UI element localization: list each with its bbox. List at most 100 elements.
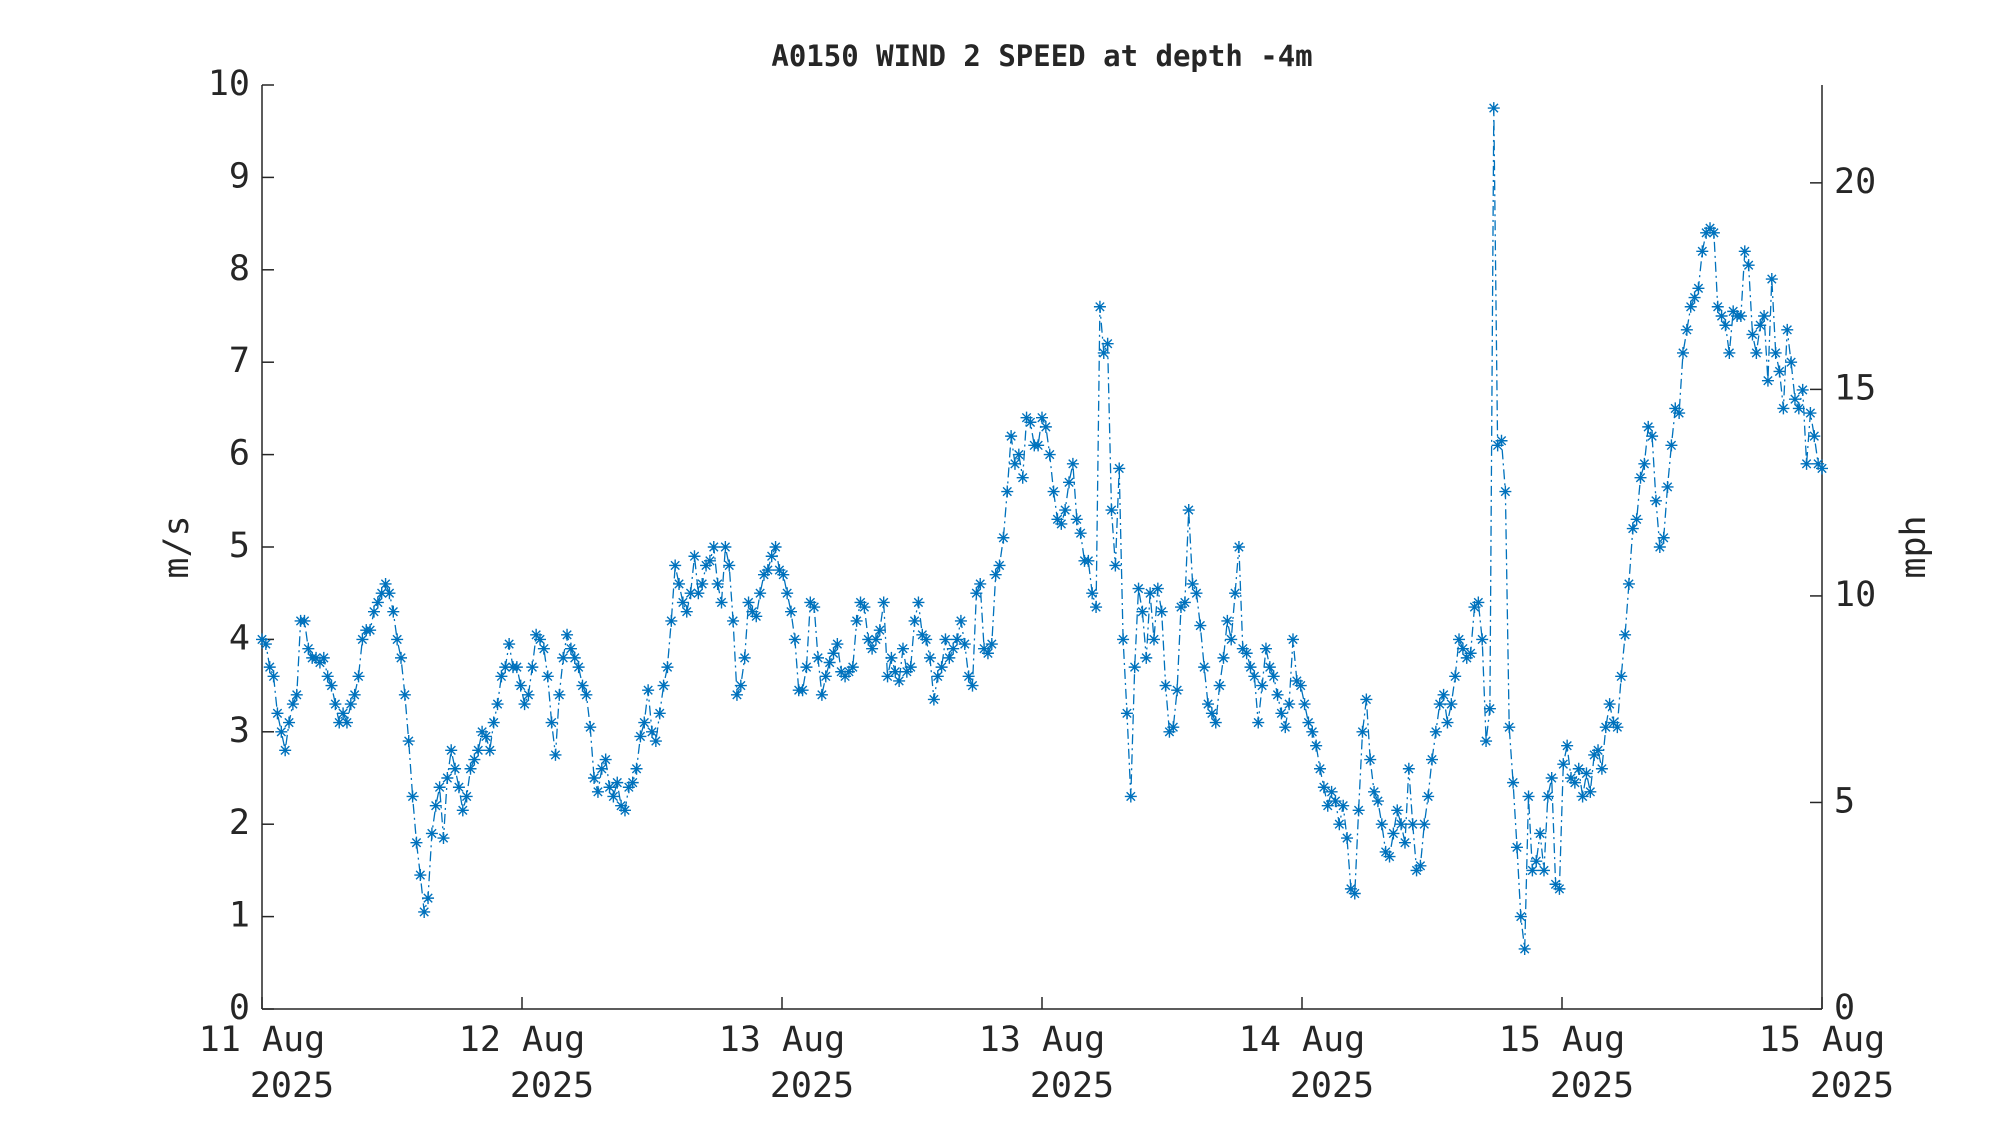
marker xyxy=(406,790,419,803)
marker xyxy=(267,670,280,683)
marker xyxy=(1198,661,1211,674)
marker xyxy=(1097,346,1110,359)
marker xyxy=(1032,439,1045,452)
marker xyxy=(456,804,469,817)
marker xyxy=(893,674,906,687)
marker xyxy=(1649,494,1662,507)
marker xyxy=(1738,245,1751,258)
marker xyxy=(599,753,612,766)
marker xyxy=(707,541,720,553)
marker xyxy=(912,596,925,609)
marker xyxy=(1607,716,1620,729)
x-tick-label: 12 Aug xyxy=(459,1020,585,1060)
marker xyxy=(352,670,365,683)
marker xyxy=(1557,758,1570,771)
marker xyxy=(1445,698,1458,711)
x-tick-label: 15 Aug xyxy=(1499,1020,1625,1060)
marker xyxy=(1008,457,1021,470)
marker xyxy=(1055,517,1068,530)
marker xyxy=(1039,420,1052,433)
marker xyxy=(1653,541,1666,553)
marker xyxy=(858,601,871,614)
y2-tick-label: 20 xyxy=(1834,162,1876,202)
marker xyxy=(364,624,377,637)
marker xyxy=(812,651,825,664)
marker xyxy=(1599,721,1612,734)
marker xyxy=(1136,605,1149,618)
marker xyxy=(773,564,786,577)
marker xyxy=(1063,476,1076,489)
marker xyxy=(1491,439,1504,452)
marker xyxy=(1155,605,1168,618)
marker xyxy=(1692,282,1705,295)
marker xyxy=(839,670,852,683)
marker xyxy=(333,716,346,729)
marker xyxy=(1510,841,1523,854)
marker xyxy=(371,596,384,609)
marker xyxy=(738,651,751,664)
marker xyxy=(321,670,334,683)
marker xyxy=(734,679,747,692)
marker xyxy=(1090,601,1103,614)
marker xyxy=(931,670,944,683)
marker xyxy=(1352,804,1365,817)
marker xyxy=(1526,864,1539,877)
marker xyxy=(1267,670,1280,683)
marker xyxy=(997,531,1010,544)
marker xyxy=(476,725,489,738)
marker xyxy=(777,568,790,581)
marker xyxy=(1592,744,1605,757)
marker xyxy=(1746,328,1759,341)
marker xyxy=(719,541,732,553)
marker xyxy=(561,628,574,641)
marker xyxy=(669,559,682,572)
marker xyxy=(1619,628,1632,641)
marker xyxy=(761,564,774,577)
marker xyxy=(1341,832,1354,845)
marker xyxy=(680,605,693,618)
marker xyxy=(1669,402,1682,415)
marker xyxy=(317,651,330,664)
marker xyxy=(785,605,798,618)
marker xyxy=(464,762,477,775)
marker xyxy=(862,633,875,646)
marker xyxy=(1066,457,1079,470)
marker xyxy=(1441,716,1454,729)
marker xyxy=(283,716,296,729)
marker xyxy=(1410,864,1423,877)
marker xyxy=(1001,485,1014,498)
marker xyxy=(611,776,624,789)
y2-tick-label: 15 xyxy=(1834,368,1876,408)
marker xyxy=(503,638,516,651)
marker xyxy=(491,698,504,711)
x-tick-label: 2025 xyxy=(510,1066,594,1106)
marker xyxy=(422,892,435,905)
marker xyxy=(626,776,639,789)
marker xyxy=(1480,735,1493,748)
marker xyxy=(1205,707,1218,720)
marker xyxy=(1456,642,1469,655)
marker xyxy=(788,633,801,646)
y2-tick-label: 10 xyxy=(1834,575,1876,615)
marker xyxy=(1499,485,1512,498)
marker xyxy=(290,688,303,701)
marker xyxy=(1727,305,1740,318)
marker xyxy=(279,744,292,757)
marker xyxy=(1472,596,1485,609)
marker xyxy=(1144,587,1157,600)
marker xyxy=(603,781,616,794)
marker xyxy=(869,633,882,646)
marker xyxy=(1684,300,1697,313)
marker xyxy=(1742,259,1755,272)
marker xyxy=(553,688,566,701)
marker xyxy=(1236,642,1249,655)
marker xyxy=(460,790,473,803)
marker xyxy=(1707,226,1720,239)
y-tick-label: 0 xyxy=(229,988,250,1028)
marker xyxy=(1113,462,1126,475)
marker xyxy=(1576,790,1589,803)
marker xyxy=(1329,795,1342,808)
x-tick-label: 13 Aug xyxy=(719,1020,845,1060)
marker xyxy=(518,698,531,711)
